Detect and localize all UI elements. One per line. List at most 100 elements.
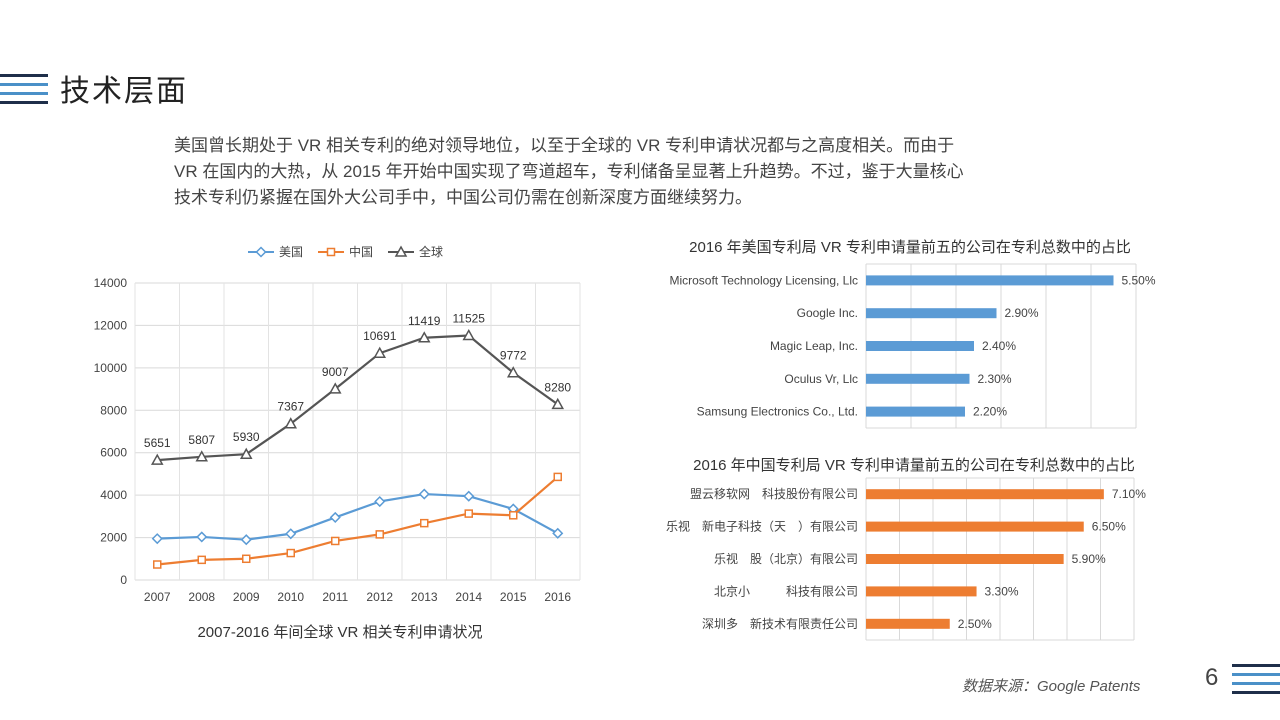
cn-bar-chart-marks: 盟云移软网 科技股份有限公司 7.10% 乐视 新电子科技（天 ）有限公司 6.50%… <box>666 477 1146 641</box>
footer-stripes <box>1232 664 1280 694</box>
series-line-美国 <box>157 492 559 541</box>
category-label: 盟云移软网 科技股份有限公司 <box>690 487 858 501</box>
x-tick-label: 2012 <box>366 590 393 604</box>
data-point <box>151 533 163 545</box>
data-point <box>553 472 562 482</box>
x-tick-label: 2013 <box>411 590 438 604</box>
bar <box>866 406 965 417</box>
y-tick-label: 2000 <box>100 531 127 545</box>
category-label: Oculus Vr, Llc <box>784 372 858 386</box>
slide-title: 技术层面 <box>60 75 188 108</box>
category-label: 深圳多 新技术有限责任公司 <box>702 616 858 631</box>
data-point <box>285 528 297 540</box>
x-tick-label: 2008 <box>188 590 215 604</box>
data-label: 10691 <box>363 329 397 343</box>
category-label: Magic Leap, Inc. <box>770 339 858 353</box>
category-label: Google Inc. <box>797 306 858 320</box>
data-label: 11419 <box>408 314 441 328</box>
data-point <box>331 536 340 546</box>
value-label: 5.90% <box>1072 552 1106 566</box>
data-label: 8280 <box>544 380 571 394</box>
cn-bar-chart-title: 2016 年中国专利局 VR 专利申请量前五的公司在专利总数中的占比 <box>693 457 1135 474</box>
x-tick-label: 2016 <box>544 590 571 604</box>
data-point <box>197 555 206 565</box>
value-label: 7.10% <box>1112 487 1146 501</box>
line-chart-caption: 2007-2016 年间全球 VR 相关专利申请状况 <box>197 623 482 641</box>
x-tick-label: 2007 <box>144 590 171 604</box>
data-point <box>375 530 384 539</box>
bar <box>866 341 974 351</box>
data-point <box>284 417 298 429</box>
data-point <box>150 453 164 465</box>
title-stripes <box>0 74 50 104</box>
data-point <box>328 382 342 394</box>
data-source: 数据来源：Google Patents <box>962 678 1141 695</box>
data-label: 7367 <box>277 400 304 414</box>
us-company-share-bar-chart: 2016 年美国专利局 VR 专利申请量前五的公司在专利总数中的占比 Micro… <box>669 239 1156 429</box>
y-tick-label: 12000 <box>94 318 128 332</box>
value-label: 6.50% <box>1092 520 1126 534</box>
data-point <box>552 527 564 539</box>
data-point <box>286 548 295 558</box>
value-label: 3.30% <box>985 584 1019 598</box>
data-label: 5651 <box>144 436 171 450</box>
data-point <box>374 495 386 508</box>
data-point <box>551 397 565 410</box>
legend-marker <box>326 247 336 257</box>
data-point <box>240 534 252 546</box>
bar <box>866 308 997 319</box>
intro-line-1: 美国曾长期处于 VR 相关专利的绝对领导地位，以至于全球的 VR 专利申请状况都… <box>174 136 955 155</box>
data-point <box>463 490 475 502</box>
us-bar-chart-marks: Microsoft Technology Licensing, Llc 5.50%… <box>669 263 1156 429</box>
data-point <box>464 509 473 518</box>
global-patent-line-chart: 美国 中国 全球 02000400060008000100001200014000 … <box>94 244 581 641</box>
y-tick-label: 10000 <box>94 361 128 375</box>
x-tick-label: 2009 <box>233 590 260 604</box>
value-label: 2.90% <box>1005 306 1039 320</box>
us-bar-chart-title: 2016 年美国专利局 VR 专利申请量前五的公司在专利总数中的占比 <box>689 239 1131 256</box>
line-chart-x-axis: 2007 2008 2009 2010 2011 2012 2013 2014 2015 2016 <box>144 590 572 604</box>
x-tick-label: 2010 <box>277 590 304 604</box>
data-point <box>418 488 430 500</box>
line-chart-y-axis: 0 2000 4000 6000 8000 10000 12000 14000 <box>94 276 128 587</box>
intro-line-2: VR 在国内的大热，从 2015 年开始中国实现了弯道超车，专利储备呈显著上升趋… <box>174 162 964 181</box>
intro-paragraph: 美国曾长期处于 VR 相关专利的绝对领导地位，以至于全球的 VR 专利申请状况都… <box>174 133 1114 211</box>
bar <box>866 373 970 384</box>
bar <box>866 521 1084 532</box>
data-point <box>420 518 429 528</box>
bar <box>866 586 977 597</box>
value-label: 2.30% <box>978 372 1012 386</box>
legend-marker <box>255 246 267 258</box>
data-point <box>195 450 209 462</box>
data-point <box>329 511 341 523</box>
data-point <box>509 511 518 520</box>
data-point <box>462 328 476 341</box>
category-label: 乐视 股（北京）有限公司 <box>714 551 858 566</box>
data-label: 9007 <box>322 365 349 379</box>
value-label: 2.40% <box>982 339 1016 353</box>
data-label: 11525 <box>453 312 486 326</box>
category-label: Microsoft Technology Licensing, Llc <box>669 273 858 287</box>
line-chart-grid <box>134 282 581 581</box>
bar <box>866 275 1114 286</box>
legend-label: 中国 <box>349 244 373 259</box>
category-label: Samsung Electronics Co., Ltd. <box>697 405 858 419</box>
legend-marker <box>394 245 408 257</box>
data-point <box>242 554 251 564</box>
y-tick-label: 14000 <box>94 276 128 290</box>
bar <box>866 618 950 629</box>
category-label: 北京小 科技有限公司 <box>714 584 858 598</box>
y-tick-label: 4000 <box>100 488 127 502</box>
data-point <box>373 346 387 358</box>
line-chart-series: 5651 5807 5930 7367 9007 10691 11419 11525 9772 8… <box>144 312 571 569</box>
page-number: 6 <box>1205 664 1219 691</box>
legend-label: 全球 <box>419 244 443 259</box>
legend-label: 美国 <box>279 245 303 259</box>
y-tick-label: 8000 <box>100 403 127 417</box>
value-label: 5.50% <box>1122 273 1156 287</box>
data-point <box>506 366 520 378</box>
value-label: 2.50% <box>958 617 992 631</box>
x-tick-label: 2011 <box>322 590 348 604</box>
bar <box>866 554 1064 564</box>
data-point <box>196 531 208 543</box>
